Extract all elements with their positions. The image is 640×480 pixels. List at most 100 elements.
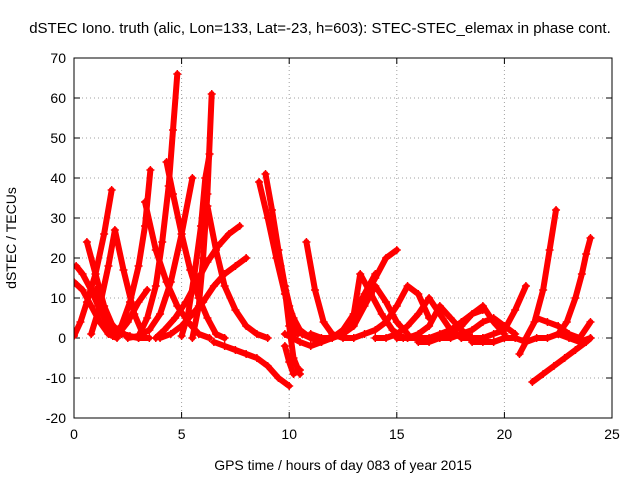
data-point: [274, 246, 283, 254]
data-point: [242, 254, 251, 262]
data-point: [203, 190, 212, 198]
data-point: [317, 334, 326, 342]
data-point: [478, 306, 487, 314]
x-tick-label: 5: [178, 426, 186, 442]
data-point: [220, 282, 229, 290]
data-point: [119, 266, 128, 274]
data-point: [209, 338, 218, 346]
series-29: [349, 282, 434, 342]
series-line: [74, 263, 120, 339]
data-point: [261, 170, 270, 178]
data-point: [205, 334, 214, 342]
data-point: [582, 250, 591, 258]
data-point: [295, 366, 304, 374]
data-point: [255, 178, 264, 186]
data-point: [571, 294, 580, 302]
data-point: [280, 330, 289, 338]
series-16: [188, 90, 216, 342]
series-line: [329, 283, 411, 341]
data-point: [360, 302, 369, 310]
chart-title: dSTEC Iono. truth (alic, Lon=133, Lat=-2…: [29, 20, 611, 37]
series-19: [255, 178, 315, 342]
data-point: [489, 314, 498, 322]
y-tick-label: 70: [50, 50, 66, 66]
data-point: [552, 206, 561, 214]
x-tick-label: 10: [281, 426, 297, 442]
data-point: [141, 198, 150, 206]
data-point: [435, 334, 444, 342]
data-point: [162, 158, 171, 166]
data-point: [146, 166, 155, 174]
data-point: [104, 262, 113, 270]
data-point: [188, 334, 197, 342]
data-point: [575, 334, 584, 342]
data-point: [586, 334, 595, 342]
data-point: [521, 282, 530, 290]
y-tick-label: 40: [50, 170, 66, 186]
data-point: [371, 326, 380, 334]
series-8: [113, 286, 152, 340]
data-point: [319, 318, 328, 326]
data-point: [577, 270, 586, 278]
data-point: [242, 350, 251, 358]
data-point: [371, 274, 380, 282]
data-point: [156, 334, 165, 342]
data-point: [212, 246, 221, 254]
data-point: [203, 314, 212, 322]
data-point: [242, 322, 251, 330]
data-point: [212, 330, 221, 338]
data-point: [539, 286, 548, 294]
data-point: [468, 310, 477, 318]
data-point: [87, 330, 96, 338]
axes: 0 5 10 15 20 25 -20 -10 0 10 20 30 40 50 60 70: [46, 50, 620, 442]
data-point: [521, 334, 530, 342]
data-point: [414, 290, 423, 298]
data-point: [489, 330, 498, 338]
data-point: [166, 330, 175, 338]
data-point: [78, 286, 87, 294]
data-point: [74, 262, 81, 270]
y-tick-label: 20: [50, 250, 66, 266]
data-point: [371, 282, 380, 290]
data-point: [500, 326, 509, 334]
data-point: [295, 326, 304, 334]
series-28: [328, 282, 412, 342]
data-point: [134, 332, 143, 340]
data-point: [532, 314, 541, 322]
data-point: [107, 186, 116, 194]
data-point: [392, 334, 401, 342]
data-point: [82, 238, 91, 246]
data-point: [382, 298, 391, 306]
data-point: [285, 358, 294, 366]
data-point: [110, 226, 119, 234]
series-line: [281, 343, 303, 377]
data-point: [382, 318, 391, 326]
data-point: [220, 342, 229, 350]
data-point: [160, 326, 169, 334]
data-point: [113, 332, 122, 340]
y-tick-label: 10: [50, 290, 66, 306]
data-point: [564, 330, 573, 338]
data-point: [528, 378, 537, 386]
data-point: [74, 332, 78, 340]
data-point: [328, 334, 337, 342]
y-tick-label: 60: [50, 90, 66, 106]
data-point: [91, 270, 100, 278]
x-tick-label: 25: [604, 426, 620, 442]
data-point: [123, 334, 132, 342]
data-point: [231, 346, 240, 354]
data-point: [76, 318, 85, 326]
data-point: [171, 314, 180, 322]
data-point: [168, 190, 177, 198]
data-point: [554, 330, 563, 338]
data-point: [382, 254, 391, 262]
data-point: [349, 322, 358, 330]
data-point: [539, 370, 548, 378]
data-point: [263, 334, 272, 342]
data-point: [392, 302, 401, 310]
series-34: [435, 314, 520, 342]
data-point: [285, 382, 294, 390]
data-point: [545, 246, 554, 254]
data-point: [562, 318, 571, 326]
y-tick-label: -10: [46, 370, 66, 386]
